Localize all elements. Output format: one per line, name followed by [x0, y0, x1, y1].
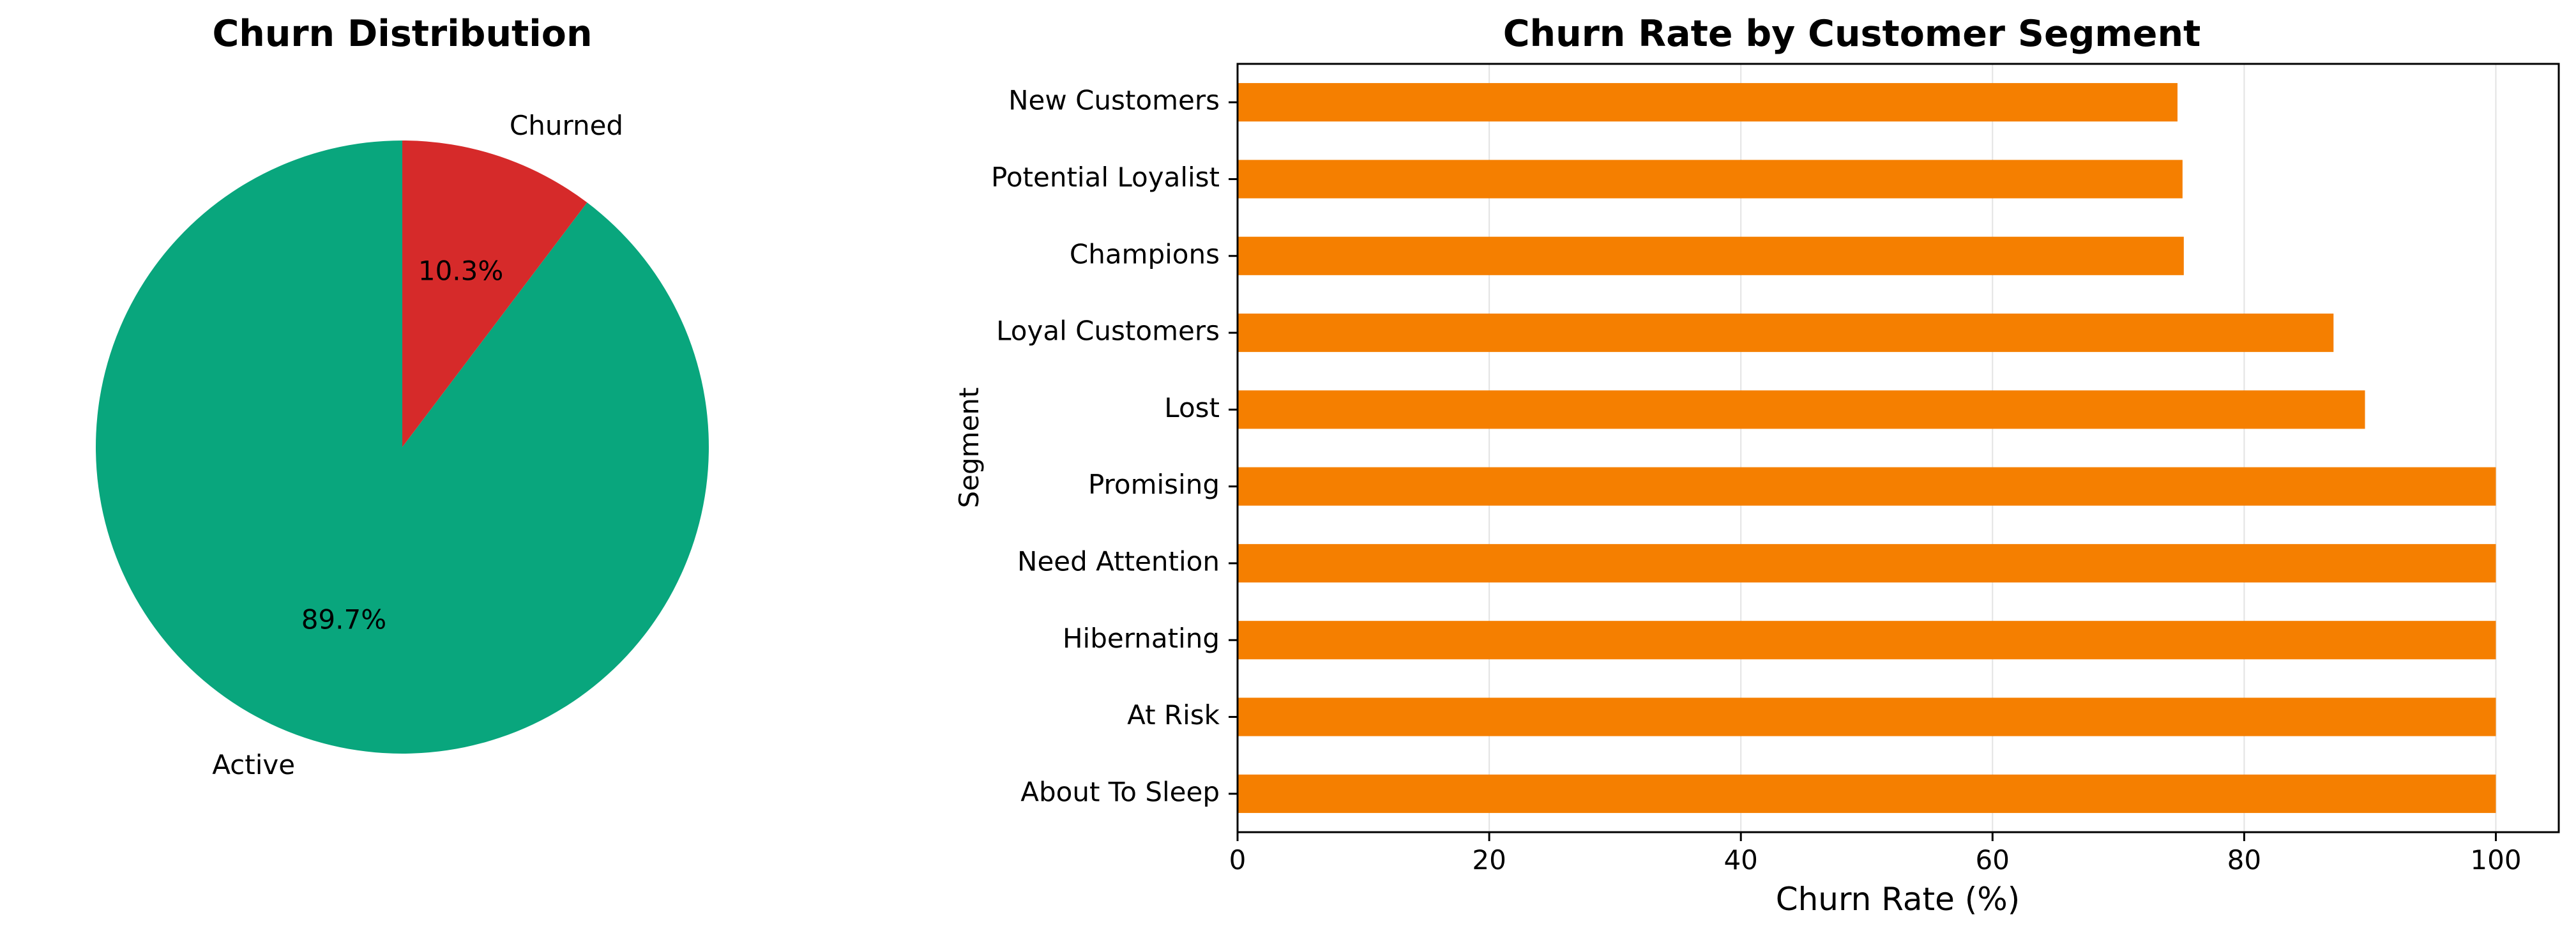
bar-chart-bars	[1238, 83, 2496, 813]
pie-slice-churned	[402, 141, 587, 447]
bar-at-risk	[1238, 697, 2496, 736]
y-tick-label-champions: Champions	[1070, 238, 1220, 270]
bar-chart-panel: Churn Rate by Customer Segment 0 20 40 60 80…	[953, 13, 2560, 918]
bar-new-customers	[1238, 83, 2178, 122]
x-tick-label-100: 100	[2470, 844, 2521, 876]
y-tick-label-loyal-customers: Loyal Customers	[996, 315, 1220, 347]
pie-labels: Active 89.7% Churned 10.3%	[212, 110, 623, 780]
x-tick-label-0: 0	[1229, 844, 1246, 876]
x-tick-label-40: 40	[1724, 844, 1757, 876]
bar-hibernating	[1238, 621, 2496, 660]
bar-chart-y-ticks: New Customers Potential Loyalist Champions…	[991, 85, 1238, 807]
pie-label-churned: Churned	[510, 110, 623, 141]
pie-label-active: Active	[212, 749, 295, 780]
bar-lost	[1238, 390, 2365, 429]
bar-champions	[1238, 236, 2184, 275]
bar-promising	[1238, 467, 2496, 506]
bar-chart-x-axis-title: Churn Rate (%)	[1776, 881, 2020, 918]
x-tick-label-20: 20	[1472, 844, 1506, 876]
pie-percent-label-churned: 10.3%	[418, 255, 503, 286]
y-tick-label-hibernating: Hibernating	[1063, 623, 1220, 654]
pie-chart-title: Churn Distribution	[212, 13, 592, 55]
y-tick-label-lost: Lost	[1164, 392, 1220, 423]
y-tick-label-potential-loyalist: Potential Loyalist	[991, 162, 1220, 193]
y-tick-label-at-risk: At Risk	[1127, 699, 1220, 731]
bar-chart-x-ticks: 0 20 40 60 80 100	[1229, 832, 2522, 876]
y-tick-label-need-attention: Need Attention	[1017, 545, 1220, 577]
x-tick-label-80: 80	[2227, 844, 2261, 876]
bar-chart-y-axis-title: Segment	[953, 388, 985, 508]
pie-percent-label-active: 89.7%	[301, 604, 386, 635]
bar-potential-loyalist	[1238, 160, 2183, 199]
x-tick-label-60: 60	[1976, 844, 2010, 876]
pie-chart-panel: Churn Distribution Active 89.7% Churned 10.…	[96, 13, 709, 780]
y-tick-label-new-customers: New Customers	[1008, 85, 1220, 116]
y-tick-label-promising: Promising	[1088, 469, 1220, 500]
bar-chart-title: Churn Rate by Customer Segment	[1503, 13, 2201, 55]
bar-about-to-sleep	[1238, 774, 2496, 813]
pie-slices	[96, 141, 709, 754]
bar-need-attention	[1238, 544, 2496, 583]
y-tick-label-about-to-sleep: About To Sleep	[1020, 776, 1220, 807]
bar-chart-frame	[1236, 63, 2560, 833]
bar-loyal-customers	[1238, 313, 2334, 353]
